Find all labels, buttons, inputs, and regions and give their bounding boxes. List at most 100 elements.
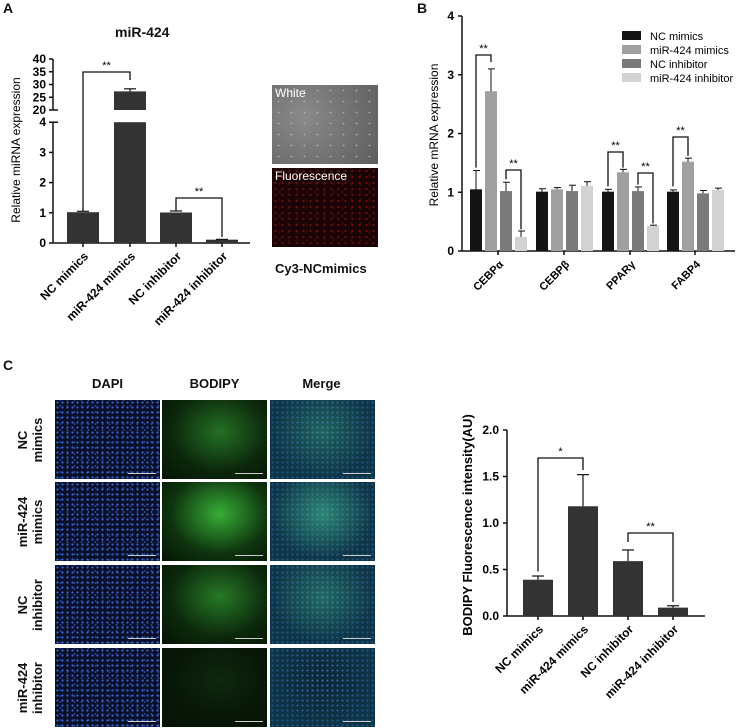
micrograph-merge [270, 648, 375, 727]
row-label: NC mimics [15, 417, 45, 462]
bar [617, 172, 629, 251]
significance-label: ** [611, 140, 620, 152]
image-caption: Cy3-NCmimics [275, 261, 367, 276]
scale-bar [128, 555, 156, 556]
legend-label: NC mimics [650, 31, 704, 43]
bar [67, 212, 99, 243]
micrograph-bodipy [162, 482, 267, 561]
y-tick-label: 0 [39, 236, 46, 250]
y-tick-label: 40 [33, 52, 47, 66]
bar-upper [114, 91, 146, 110]
bar [613, 561, 643, 616]
bar [114, 122, 146, 243]
micrograph-merge [270, 482, 375, 561]
scale-bar [235, 721, 263, 722]
legend-label: NC inhibitor [650, 59, 708, 71]
legend-swatch [622, 59, 641, 68]
significance-bracket [475, 54, 492, 168]
y-tick-label: 0 [447, 244, 454, 258]
bar [551, 189, 563, 251]
bar [523, 579, 553, 616]
bar [536, 191, 548, 251]
panel-letter-c: C [3, 357, 14, 373]
y-axis-label: Relative miRNA expression [9, 77, 23, 222]
white-label: White [275, 86, 306, 100]
row-label: NC inhibitor [15, 578, 45, 631]
scale-bar [235, 638, 263, 639]
bar [500, 191, 512, 251]
fluorescence-label: Fluorescence [275, 169, 348, 183]
scale-bar [343, 555, 371, 556]
y-tick-label: 4 [39, 115, 46, 129]
micrograph-dapi [55, 565, 160, 644]
y-tick-label: 1.0 [482, 516, 499, 530]
legend-swatch [622, 73, 641, 82]
y-tick-label: 2 [447, 127, 454, 141]
y-tick-label: 1 [39, 206, 46, 220]
bar [647, 225, 659, 251]
row-label: miR-424 inhibitor [15, 661, 45, 714]
bar [568, 506, 598, 616]
bar [160, 212, 192, 243]
y-tick-label: 1.5 [482, 470, 499, 484]
legend-label: miR-424 mimics [650, 45, 729, 57]
chart-c: 0.0 0.5 1.0 1.5 2.0 BODIPY Fluorescence inten… [460, 414, 705, 701]
x-tick-label: FABP4 [670, 258, 704, 292]
y-axis-label: Relative mRNA expression [427, 64, 441, 207]
scale-bar [128, 473, 156, 474]
x-tick-label: CEBPβ [537, 258, 572, 293]
significance-label: ** [641, 161, 650, 173]
column-header-bodipy: BODIPY [189, 376, 240, 391]
y-tick-label: 30 [33, 78, 47, 92]
micrograph-merge [270, 565, 375, 644]
bar [602, 191, 614, 251]
significance-bracket [672, 136, 689, 187]
y-tick-label: 4 [447, 9, 454, 23]
bar [485, 91, 497, 251]
bar [712, 189, 724, 251]
bar [697, 193, 709, 251]
y-axis-label: BODIPY Fluorescence intensity(AU) [460, 414, 475, 636]
y-tick-label: 1 [447, 185, 454, 199]
y-tick-label: 0.5 [482, 563, 499, 577]
legend-swatch [622, 31, 641, 40]
y-tick-label: 3 [39, 145, 46, 159]
x-tick-label: CEBPα [471, 258, 506, 293]
bar [581, 185, 593, 251]
bar [632, 191, 644, 251]
scale-bar [343, 638, 371, 639]
scale-bar [128, 638, 156, 639]
significance-bracket [505, 169, 522, 230]
micrograph-dapi [55, 400, 160, 479]
y-tick-label: 20 [33, 103, 47, 117]
legend-label: miR-424 inhibitor [650, 73, 733, 85]
chart-a-title: miR-424 [115, 24, 170, 40]
y-tick-label: 2.0 [482, 423, 499, 437]
micrograph-bodipy [162, 400, 267, 479]
significance-label: ** [646, 521, 655, 533]
y-tick-label: 25 [33, 90, 47, 104]
scale-bar [343, 721, 371, 722]
column-header-merge: Merge [302, 376, 341, 391]
micrograph-bodipy [162, 565, 267, 644]
bar [470, 189, 482, 251]
panel-letter-a: A [3, 0, 14, 16]
bar [566, 191, 578, 251]
row-label: miR-424 mimics [15, 496, 45, 547]
scale-bar [128, 721, 156, 722]
y-tick-label: 2 [39, 176, 46, 190]
significance-label: ** [509, 158, 518, 170]
y-tick-label: 3 [447, 68, 454, 82]
significance-bracket [637, 172, 654, 224]
fluorescence-image: Fluorescence [272, 168, 378, 247]
scale-bar [235, 473, 263, 474]
bar [667, 191, 679, 251]
bar [658, 607, 688, 616]
y-tick-label: 35 [33, 65, 47, 79]
significance-bracket [607, 151, 624, 187]
micrograph-dapi [55, 482, 160, 561]
significance-bracket [537, 457, 584, 572]
x-tick-label: PPARγ [604, 258, 638, 292]
bar [515, 236, 527, 251]
significance-bracket [82, 71, 131, 212]
